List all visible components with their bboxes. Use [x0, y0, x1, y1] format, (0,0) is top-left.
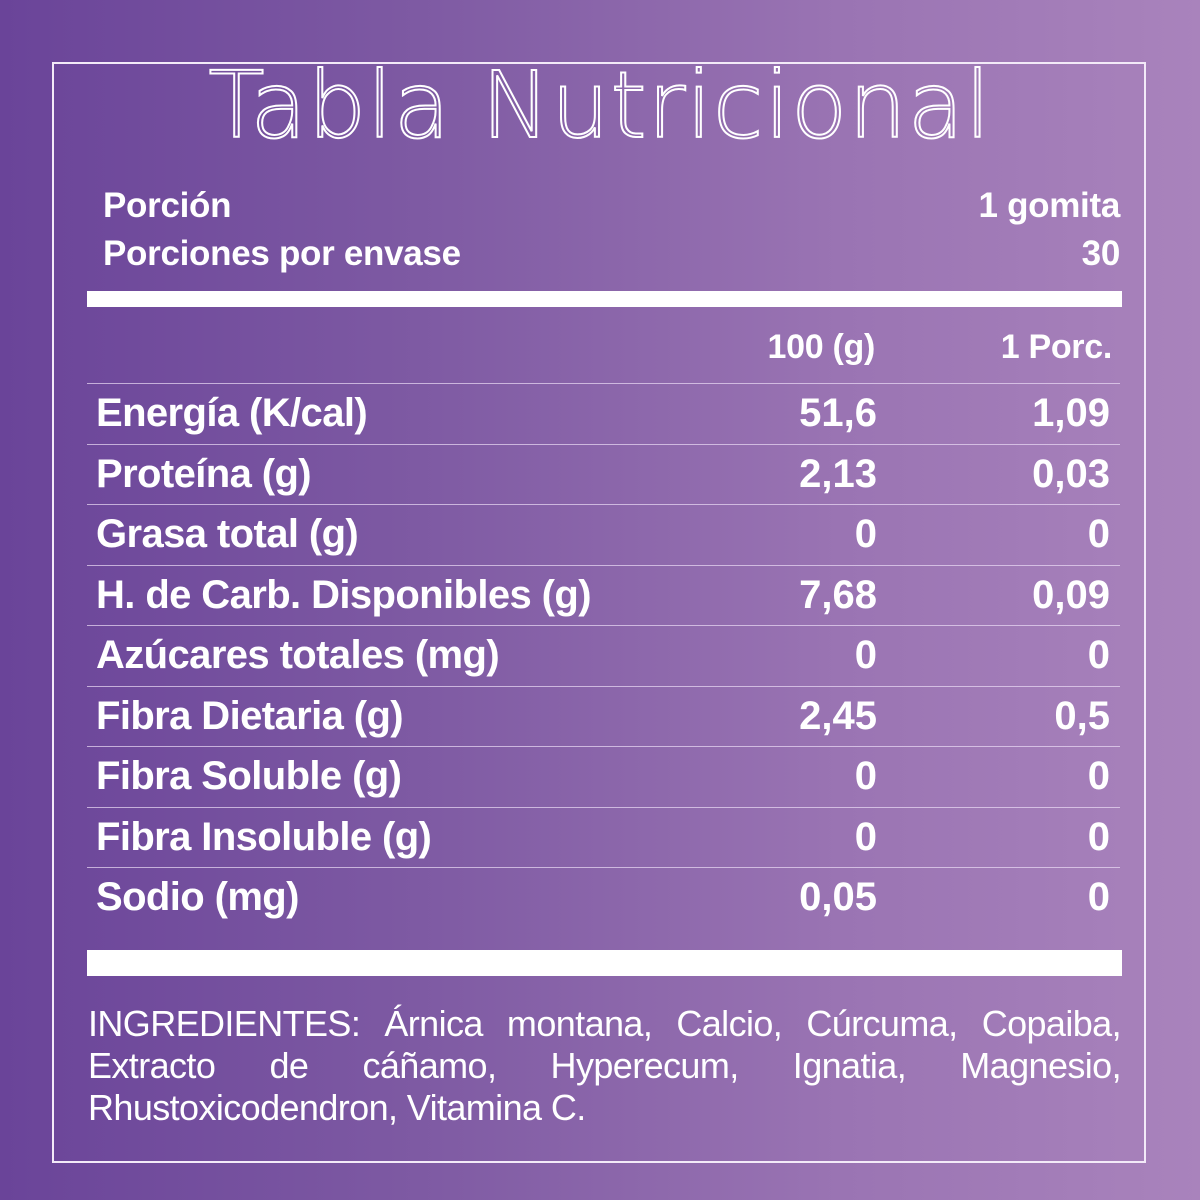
- nutrient-name: Energía (K/cal): [96, 391, 368, 435]
- servings-per-container-label: Porciones por envase: [103, 234, 461, 273]
- value-per-portion: 0: [1087, 814, 1110, 859]
- value-per-100g: 0: [854, 633, 877, 677]
- serving-size-label: Porción: [103, 186, 232, 225]
- serving-size-value: 1 gomita: [978, 186, 1120, 225]
- value-per-100g: 51,6: [799, 391, 877, 435]
- value-per-portion: 1,09: [1032, 391, 1110, 435]
- table-row: Energía (K/cal) 51,6 1,09: [87, 383, 1120, 444]
- top-divider-bar: [87, 291, 1122, 307]
- table-row: Fibra Dietaria (g) 2,45 0,5: [87, 685, 1120, 747]
- value-per-100g: 7,68: [799, 572, 877, 617]
- value-per-100g: 0: [854, 814, 877, 859]
- value-per-portion: 0: [1087, 875, 1110, 919]
- value-per-portion: 0: [1087, 512, 1110, 556]
- nutrient-name: Proteína (g): [96, 451, 312, 496]
- nutrient-name: Azúcares totales (mg): [96, 633, 500, 677]
- nutrient-name: Fibra Soluble (g): [96, 754, 402, 798]
- table-row: Grasa total (g) 0 0: [87, 504, 1120, 565]
- table-row: Fibra Insoluble (g) 0 0: [87, 806, 1120, 868]
- servings-per-container-row: Porciones por envase 30: [103, 234, 1120, 274]
- nutrient-table: Energía (K/cal) 51,6 1,09 Proteína (g) 2…: [87, 383, 1120, 928]
- value-per-portion: 0,5: [1054, 693, 1110, 738]
- nutrient-name: Fibra Insoluble (g): [96, 814, 432, 859]
- bottom-divider-bar: [87, 950, 1122, 976]
- ingredients-text: INGREDIENTES: Árnica montana, Calcio, Cú…: [88, 1003, 1122, 1128]
- nutrient-name: Sodio (mg): [96, 875, 299, 919]
- serving-size-row: Porción 1 gomita: [103, 186, 1120, 226]
- value-per-portion: 0: [1087, 633, 1110, 677]
- value-per-100g: 2,45: [799, 693, 877, 738]
- nutrient-name: Grasa total (g): [96, 512, 359, 556]
- table-frame: [52, 62, 1146, 1163]
- table-row: Azúcares totales (mg) 0 0: [87, 625, 1120, 686]
- column-header-per-portion: 1 Porc.: [1000, 328, 1113, 366]
- table-row: Fibra Soluble (g) 0 0: [87, 746, 1120, 807]
- page-title: Tabla Nutricional: [207, 52, 992, 159]
- nutrient-name: H. de Carb. Disponibles (g): [96, 572, 592, 617]
- table-row: H. de Carb. Disponibles (g) 7,68 0,09: [87, 564, 1120, 626]
- value-per-portion: 0,09: [1032, 572, 1110, 617]
- value-per-100g: 0,05: [799, 875, 877, 919]
- table-row: Proteína (g) 2,13 0,03: [87, 443, 1120, 505]
- value-per-100g: 0: [854, 512, 877, 556]
- value-per-100g: 0: [854, 754, 877, 798]
- table-row: Sodio (mg) 0,05 0: [87, 867, 1120, 928]
- value-per-portion: 0,03: [1032, 451, 1110, 496]
- servings-per-container-value: 30: [1081, 234, 1121, 273]
- value-per-portion: 0: [1087, 754, 1110, 798]
- value-per-100g: 2,13: [799, 451, 877, 496]
- nutrient-name: Fibra Dietaria (g): [96, 693, 404, 738]
- column-header-per-100g: 100 (g): [767, 328, 876, 366]
